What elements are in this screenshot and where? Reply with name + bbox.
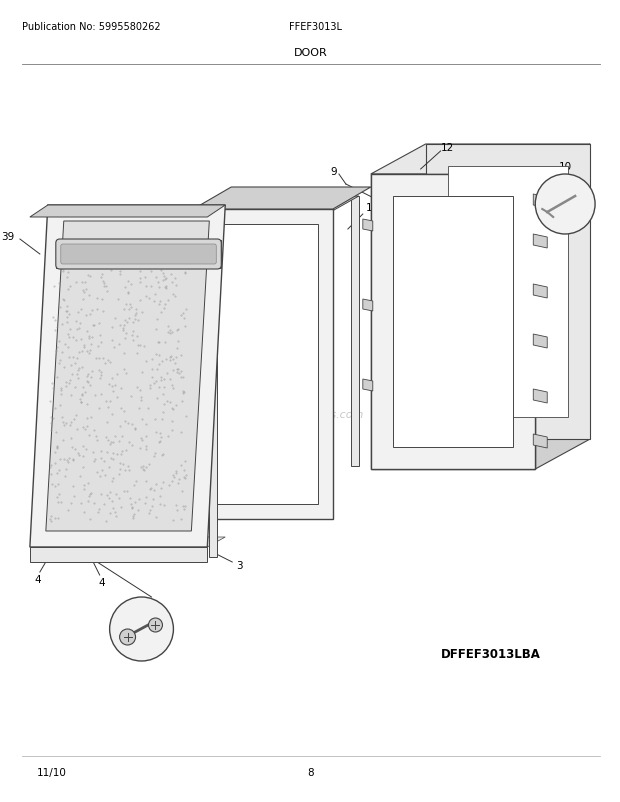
Polygon shape <box>193 188 371 210</box>
Polygon shape <box>371 145 590 175</box>
Polygon shape <box>30 547 207 562</box>
Polygon shape <box>533 435 547 448</box>
Polygon shape <box>363 379 373 391</box>
Polygon shape <box>30 206 225 217</box>
Text: 17: 17 <box>366 203 379 213</box>
Text: 4: 4 <box>35 574 41 585</box>
Text: 52: 52 <box>71 217 84 227</box>
Polygon shape <box>56 241 221 269</box>
Polygon shape <box>448 167 568 418</box>
Polygon shape <box>30 206 225 547</box>
Polygon shape <box>30 537 225 547</box>
Circle shape <box>110 597 174 661</box>
Polygon shape <box>535 145 590 469</box>
Polygon shape <box>319 196 359 215</box>
Polygon shape <box>363 220 373 232</box>
Text: Publication No: 5995580262: Publication No: 5995580262 <box>22 22 161 32</box>
Text: 8: 8 <box>296 345 303 354</box>
Text: 10: 10 <box>559 162 572 172</box>
Text: 6: 6 <box>299 200 306 210</box>
Text: 9: 9 <box>330 167 337 176</box>
Polygon shape <box>392 196 513 448</box>
Text: DOOR: DOOR <box>294 48 328 58</box>
Text: 8: 8 <box>296 429 303 439</box>
Text: 60B: 60B <box>125 629 143 638</box>
Text: 11/10: 11/10 <box>37 767 67 777</box>
Text: 12: 12 <box>441 143 454 153</box>
Polygon shape <box>533 390 547 403</box>
Polygon shape <box>371 175 535 469</box>
Text: 4: 4 <box>99 577 105 587</box>
Circle shape <box>120 630 136 645</box>
Text: FFEF3013L: FFEF3013L <box>290 22 342 32</box>
Polygon shape <box>533 285 547 298</box>
FancyBboxPatch shape <box>61 245 216 265</box>
Polygon shape <box>46 221 210 532</box>
Polygon shape <box>533 235 547 249</box>
Text: 8: 8 <box>308 767 314 777</box>
Polygon shape <box>210 223 217 557</box>
Polygon shape <box>363 300 373 312</box>
Text: 3: 3 <box>236 561 242 570</box>
Polygon shape <box>351 196 359 467</box>
Polygon shape <box>319 215 327 484</box>
Text: 39: 39 <box>1 232 15 241</box>
Circle shape <box>535 175 595 235</box>
Circle shape <box>149 618 162 632</box>
Text: eReplacementParts.com: eReplacementParts.com <box>228 410 364 419</box>
FancyBboxPatch shape <box>56 240 221 269</box>
Polygon shape <box>533 334 547 349</box>
Polygon shape <box>371 175 535 469</box>
Polygon shape <box>425 145 590 439</box>
Polygon shape <box>193 210 333 520</box>
Polygon shape <box>533 195 547 209</box>
Polygon shape <box>208 225 318 504</box>
Text: DFFEF3013LBA: DFFEF3013LBA <box>440 648 541 661</box>
